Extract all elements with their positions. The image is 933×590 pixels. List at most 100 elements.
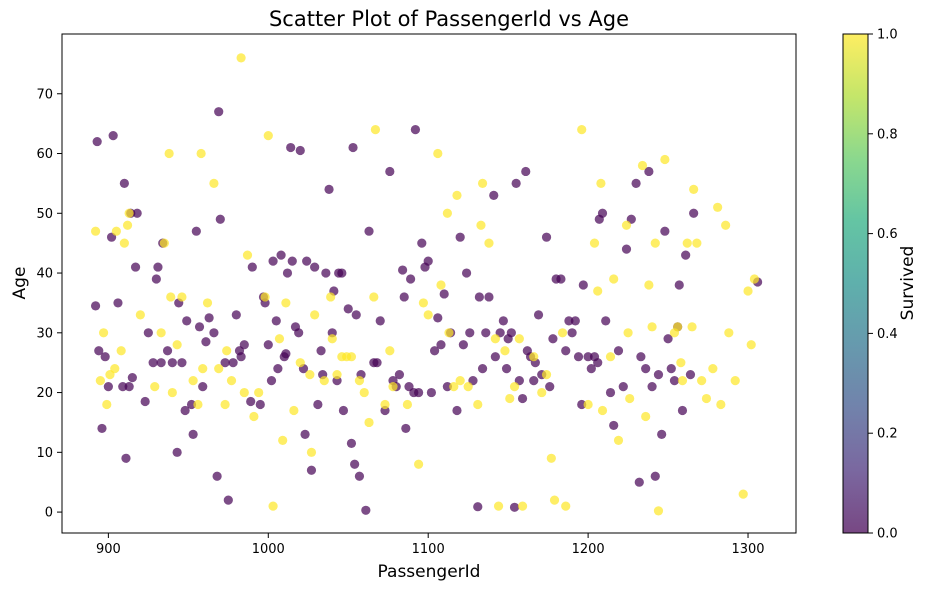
scatter-point <box>116 346 126 356</box>
scatter-point <box>641 364 651 374</box>
scatter-point <box>282 268 293 278</box>
scatter-point <box>593 286 603 296</box>
scatter-point <box>98 328 109 338</box>
scatter-point <box>247 262 257 272</box>
scatter-point <box>274 334 285 344</box>
scatter-point <box>653 506 664 516</box>
colorbar-ticks: 0.0 0.2 0.4 0.6 0.8 1.0 <box>868 28 898 542</box>
scatter-point <box>436 340 446 350</box>
data-points <box>90 53 763 516</box>
scatter-point <box>473 502 483 512</box>
scatter-point <box>676 358 686 368</box>
colorbar-tick-label: 0.4 <box>877 327 898 342</box>
scatter-point <box>641 411 651 422</box>
scatter-point <box>118 381 128 392</box>
scatter-point <box>398 265 408 275</box>
scatter-point <box>701 393 712 404</box>
scatter-point <box>306 447 317 457</box>
scatter-point <box>517 501 528 511</box>
scatter-point <box>202 298 213 308</box>
scatter-point <box>188 376 198 386</box>
scatter-point <box>570 316 580 326</box>
scatter-point <box>716 399 726 410</box>
scatter-point <box>286 142 296 153</box>
scatter-point <box>310 262 320 272</box>
scatter-point <box>677 376 688 386</box>
scatter-point <box>657 429 667 439</box>
scatter-point <box>124 208 134 218</box>
scatter-point <box>541 232 552 242</box>
scatter-point <box>537 387 547 398</box>
colorbar-tick-label: 1.0 <box>877 28 898 43</box>
scatter-point <box>644 166 654 177</box>
scatter-point <box>533 310 544 320</box>
scatter-point <box>260 292 270 302</box>
scatter-point <box>689 184 699 194</box>
scatter-point <box>346 352 357 362</box>
scatter-point <box>164 148 174 159</box>
scatter-point <box>95 376 105 386</box>
scatter-point <box>721 220 731 230</box>
scatter-point <box>623 328 633 338</box>
scatter-point <box>613 435 624 445</box>
scatter-point <box>319 376 329 386</box>
scatter-point <box>215 214 225 224</box>
scatter-point <box>634 477 644 487</box>
scatter-point <box>172 340 182 350</box>
scatter-point <box>505 393 515 404</box>
scatter-point <box>92 136 102 147</box>
scatter-point <box>151 274 161 284</box>
scatter-point <box>166 292 176 302</box>
scatter-point <box>364 226 374 236</box>
scatter-point <box>332 370 342 380</box>
scatter-point <box>589 238 600 248</box>
scatter-point <box>194 322 205 332</box>
scatter-point <box>724 328 734 338</box>
scatter-point <box>266 376 277 386</box>
scatter-point <box>212 471 222 481</box>
scatter-point <box>143 328 153 338</box>
scatter-point <box>140 396 150 407</box>
scatter-point <box>601 316 611 326</box>
scatter-point <box>426 387 436 398</box>
plot-area <box>62 34 796 533</box>
scatter-point <box>121 453 131 463</box>
scatter-point <box>223 495 233 505</box>
scatter-point <box>677 405 688 416</box>
scatter-point <box>730 376 740 386</box>
scatter-point <box>517 393 528 404</box>
scatter-point <box>263 340 273 350</box>
scatter-point <box>119 238 129 248</box>
scatter-point <box>388 381 398 392</box>
scatter-point <box>399 292 409 302</box>
x-axis-label: PassengerId <box>378 562 481 582</box>
scatter-point <box>271 316 281 326</box>
scatter-point <box>609 274 619 284</box>
scatter-point <box>338 405 349 416</box>
scatter-point <box>278 435 288 445</box>
scatter-point <box>444 328 454 338</box>
scatter-point <box>650 471 660 481</box>
scatter-point <box>209 328 219 338</box>
scatter-point <box>310 310 320 320</box>
scatter-point <box>577 399 587 410</box>
scatter-point <box>605 352 616 362</box>
scatter-point <box>713 202 723 212</box>
scatter-point <box>228 358 238 368</box>
scatter-point <box>354 471 365 481</box>
scatter-point <box>302 256 312 266</box>
scatter-point <box>597 208 608 218</box>
plot-frame <box>61 33 797 534</box>
scatter-point <box>681 250 691 260</box>
scatter-point <box>193 399 203 410</box>
scatter-point <box>346 438 357 448</box>
scatter-point <box>490 334 500 344</box>
scatter-point <box>119 178 129 188</box>
scatter-point <box>484 292 494 302</box>
scatter-point <box>226 376 237 386</box>
scatter-point <box>239 340 249 350</box>
scatter-point <box>148 358 158 368</box>
scatter-point <box>289 405 299 416</box>
scatter-point <box>263 130 273 141</box>
scatter-point <box>414 459 424 469</box>
